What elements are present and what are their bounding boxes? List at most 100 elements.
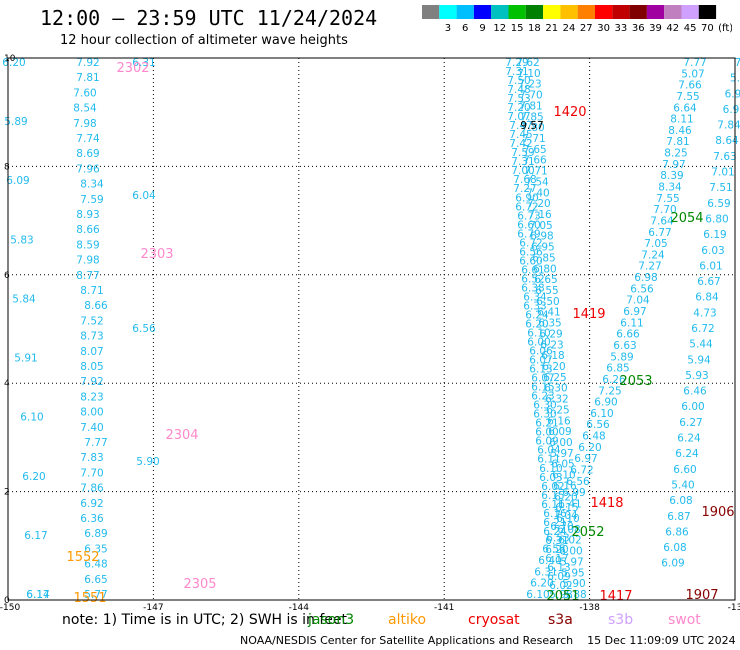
- legend-swatch: [612, 5, 630, 19]
- wave-height-value: 8.00: [80, 407, 103, 419]
- wave-height-value: 7.42: [509, 138, 532, 150]
- wave-height-value: 6.48: [582, 431, 605, 443]
- wave-height-value: 6.67: [697, 276, 720, 288]
- wave-height-value: 8.93: [76, 209, 99, 221]
- wave-height-value: 6.56: [132, 323, 156, 335]
- highlight-value: 9.57: [520, 120, 543, 132]
- wave-height-value: 6.08: [669, 495, 692, 507]
- wave-height-value: 6.65: [534, 274, 557, 286]
- wave-height-value: 6.41: [558, 498, 581, 510]
- satellite-legend-item: cryosat: [468, 612, 520, 628]
- wave-height-value: 6.04: [537, 445, 561, 457]
- wave-height-value: 6.09: [661, 558, 684, 570]
- wave-height-value: 7.70: [653, 204, 676, 216]
- wave-height-value: 7.85: [520, 111, 543, 123]
- wave-height-value: 6.17: [24, 530, 47, 542]
- wave-height-value: 6.9: [725, 88, 740, 100]
- wave-height-value: 7.05: [644, 238, 667, 250]
- wave-height-value: 8.34: [658, 182, 682, 194]
- wave-height-value: 6.25: [546, 404, 569, 416]
- wave-height-value: 6.10: [539, 463, 562, 475]
- wave-height-value: 6.02: [541, 481, 564, 493]
- wave-height-value: 7.71: [522, 133, 545, 145]
- wave-height-value: 6.66: [616, 329, 640, 341]
- wave-height-value: 6.50: [536, 296, 559, 308]
- wave-height-value: 5.77: [84, 589, 107, 601]
- wave-height-value: 6.00: [535, 427, 558, 439]
- wave-height-value: 6.06: [529, 346, 553, 358]
- wave-height-value: 7.96: [76, 163, 100, 175]
- wave-height-value: 8.05: [80, 361, 103, 373]
- wave-height-value: 6.01: [699, 260, 722, 272]
- wave-height-value: 6.18: [541, 350, 564, 362]
- wave-height-value: 8.07: [80, 346, 103, 358]
- wave-height-value: 6.32: [545, 394, 568, 406]
- lon-tick-label: -144: [289, 603, 310, 612]
- lon-tick-label: -150: [0, 603, 20, 612]
- wave-height-value: 5.95: [561, 567, 584, 579]
- wave-height-value: 6.15: [541, 490, 564, 502]
- wave-height-value: 6.23: [540, 339, 563, 351]
- wave-height-value: 7.27: [638, 261, 661, 273]
- wave-height-value: 8.46: [668, 125, 692, 137]
- wave-height-value: 6.72: [570, 464, 593, 476]
- wave-height-value: 7.62: [516, 57, 539, 69]
- wave-height-value: 6.56: [566, 476, 590, 488]
- wave-height-value: 7.27: [513, 183, 536, 195]
- wave-height-value: 6.10: [527, 328, 550, 340]
- satellite-legend-item: swot: [668, 612, 701, 628]
- legend-label: 9: [479, 23, 485, 34]
- wave-height-value: 7.80: [521, 122, 544, 134]
- wave-height-value: 6.80: [533, 263, 556, 275]
- wave-height-value: 7.23: [518, 79, 541, 91]
- wave-height-value: 6.20: [545, 544, 568, 556]
- wave-height-value: 6.55: [535, 285, 558, 297]
- wave-height-value: 6.24: [525, 309, 549, 321]
- wave-height-value: 6.09: [547, 571, 570, 583]
- wave-height-value: 6.63: [613, 340, 636, 352]
- legend-swatch: [525, 5, 544, 19]
- wave-height-value: 6.60: [519, 255, 542, 267]
- wave-height-value: 6.09: [548, 426, 571, 438]
- wave-height-value: 7.65: [523, 144, 546, 156]
- wave-height-value: 6.20: [542, 361, 565, 373]
- wave-height-value: 7.04: [554, 510, 578, 522]
- wave-height-value: 5.91: [14, 353, 37, 365]
- wave-height-value: 5.88: [563, 589, 586, 601]
- wave-height-value: 6.85: [606, 363, 629, 375]
- wave-height-value: 7.68: [513, 174, 536, 186]
- wave-height-value: 7.70: [519, 90, 542, 102]
- wave-height-value: 7.66: [678, 80, 702, 92]
- wave-height-value: 6.08: [663, 542, 686, 554]
- wave-height-value: 7.20: [527, 198, 550, 210]
- wave-height-value: 6.41: [537, 307, 560, 319]
- legend-swatch: [595, 5, 613, 19]
- wave-height-value: 6.40: [538, 555, 561, 567]
- legend-swatch: [491, 5, 509, 19]
- legend-label: 15: [511, 23, 524, 34]
- wave-height-value: 8.59: [76, 239, 99, 251]
- track-id-label: 1907: [685, 588, 718, 603]
- legend-swatch: [508, 5, 526, 19]
- wave-height-value: 7.47: [509, 120, 532, 132]
- wave-height-value: 6.10: [590, 408, 613, 420]
- wave-height-value: 6.31: [545, 535, 568, 547]
- legend-label: 3: [445, 23, 451, 34]
- wave-height-value: 7.92: [76, 57, 99, 69]
- track-id-label: 2053: [619, 374, 652, 389]
- wave-height-value: 6.56: [519, 246, 543, 258]
- lat-tick-label: 6: [4, 271, 10, 281]
- wave-height-value: 6.61: [521, 264, 544, 276]
- wave-height-value: 6.11: [620, 317, 643, 329]
- wave-height-value: 6.97: [574, 453, 597, 465]
- satellite-legend-item: s3b: [608, 612, 634, 628]
- wave-height-value: 7.60: [73, 87, 96, 99]
- track-id-label: 2304: [165, 428, 198, 443]
- wave-height-value: 6.09: [535, 436, 558, 448]
- legend-label: 27: [580, 23, 593, 34]
- wave-height-value: 6.97: [623, 306, 646, 318]
- wave-height-value: 6.60: [517, 219, 540, 231]
- wave-height-value: 8.77: [76, 270, 99, 282]
- wave-height-value: 6.84: [695, 292, 719, 304]
- wave-height-value: 8.71: [80, 285, 103, 297]
